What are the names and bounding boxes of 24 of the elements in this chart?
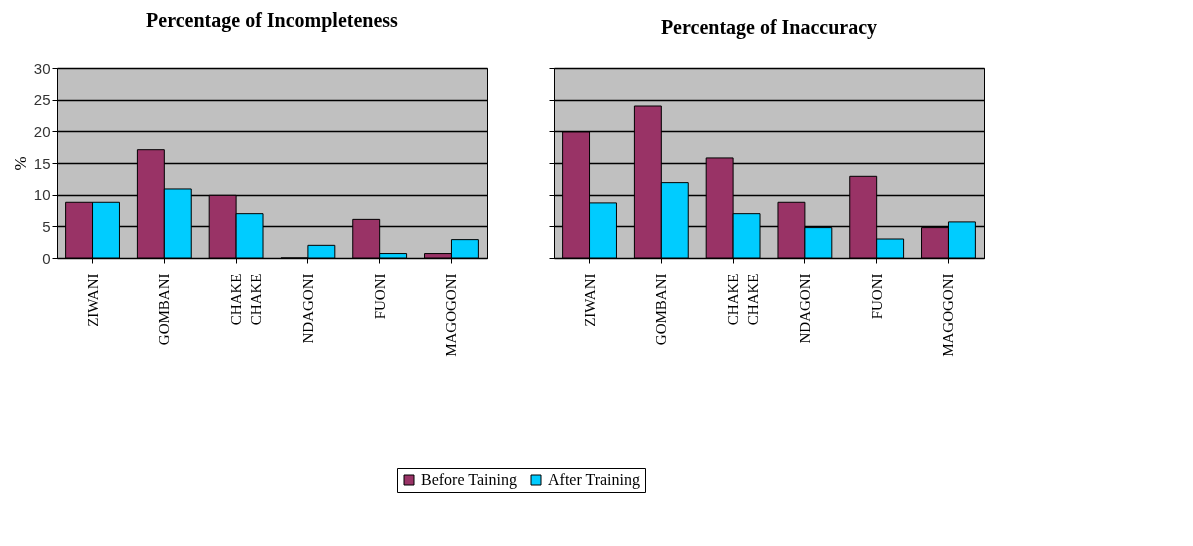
x-tick-label: CHAKE CHAKE bbox=[228, 273, 265, 326]
x-tick-label: ZIWANI bbox=[84, 273, 101, 327]
x-tick-label: CHAKE CHAKE bbox=[725, 273, 762, 326]
y-tick-label: 5 bbox=[42, 217, 51, 235]
legend-label: After Training bbox=[548, 471, 640, 489]
y-tick-label: 25 bbox=[33, 91, 51, 109]
y-tick-label: 30 bbox=[33, 59, 51, 77]
x-tick-label: FUONI bbox=[371, 273, 388, 320]
y-tick-label: 0 bbox=[42, 249, 51, 267]
x-tick-label: ZIWANI bbox=[581, 273, 598, 327]
y-tick-label: 10 bbox=[33, 186, 51, 204]
chart-title: Percentage of Incompleteness bbox=[146, 9, 399, 32]
chart-title: Percentage of Inaccuracy bbox=[660, 15, 878, 39]
x-tick-label: GOMBANI bbox=[156, 273, 173, 346]
y-tick-label: 15 bbox=[33, 154, 51, 172]
y-axis-title: % bbox=[10, 156, 30, 171]
x-tick-label: NDAGONI bbox=[299, 273, 316, 344]
y-tick-label: 20 bbox=[33, 122, 51, 140]
x-tick-label: GOMBANI bbox=[653, 273, 670, 346]
x-tick-label: FUONI bbox=[868, 273, 885, 320]
x-tick-label: NDAGONI bbox=[796, 273, 813, 344]
legend-label: Before Taining bbox=[421, 471, 517, 489]
x-tick-label: MAGOGONI bbox=[940, 273, 957, 357]
x-tick-label: MAGOGONI bbox=[443, 273, 460, 357]
